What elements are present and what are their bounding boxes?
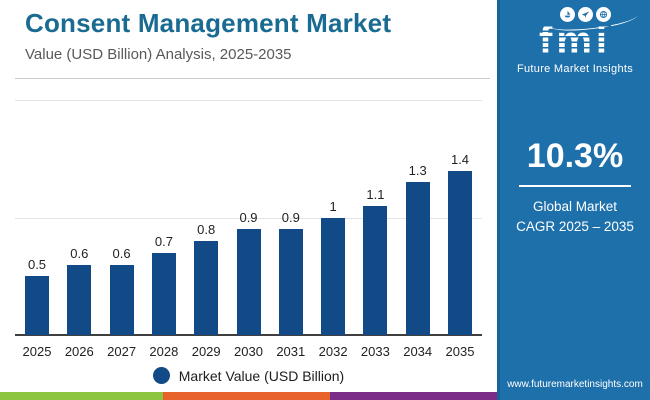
bar-2025: 0.5: [25, 257, 49, 335]
footer-strip-green: [0, 392, 163, 400]
boat-icon: [560, 7, 575, 22]
stat-label-line1: Global Market: [532, 199, 618, 214]
x-tick-2030: 2030: [234, 344, 263, 359]
bar-value-label-2031: 0.9: [281, 210, 300, 226]
cagr-value: 10.3%: [526, 137, 624, 175]
bar-value-label-2034: 1.3: [408, 163, 427, 179]
logo-wordmark: fmi: [539, 19, 611, 63]
footer-strip: [0, 392, 497, 400]
x-tick-2031: 2031: [276, 344, 306, 359]
bar-value-label-2026: 0.6: [70, 245, 89, 261]
bar-2032: 1: [321, 199, 346, 335]
stat-label-line2: CAGR 2025 – 2035: [516, 219, 634, 235]
stat-label: Global Market CAGR 2025 – 2035: [500, 197, 650, 238]
chart-legend: Market Value (USD Billion): [15, 367, 482, 384]
cagr-stat: 10.3% Global Market CAGR 2025 – 2035: [500, 137, 650, 238]
bar-value-label-2033: 1.1: [366, 186, 385, 202]
bar-chart: 0.5 2025 0.6 2026 0.6 2027 0.7 2028 0.8 2029 0.9 20…: [15, 100, 482, 359]
x-tick-2035: 2035: [445, 344, 475, 359]
brand-sidebar: fmi Future Market Insights 10.3% Global …: [497, 0, 650, 400]
bar-2031: 0.9: [278, 210, 303, 335]
page-title: Consent Management Market: [25, 8, 392, 38]
header-divider: [15, 78, 490, 79]
x-tick-2034: 2034: [403, 344, 433, 359]
x-tick-2026: 2026: [64, 344, 94, 359]
header: Consent Management Market Value (USD Bil…: [25, 8, 391, 63]
bar-2027: 0.6: [109, 246, 134, 335]
bar-value-label-2032: 1: [329, 198, 337, 214]
page-subtitle: Value (USD Billion) Analysis, 2025-2035: [25, 46, 292, 63]
bar-2035: 1.4: [448, 152, 472, 335]
bar-2034: 1.3: [405, 163, 430, 335]
x-axis-line: [15, 334, 482, 336]
bar-2029: 0.8: [194, 222, 219, 335]
logo-tagline: Future Market Insights: [516, 63, 634, 75]
gridline-2: [15, 100, 482, 101]
legend-circle-marker: [152, 367, 170, 384]
bar-2033: 1.1: [363, 187, 388, 335]
x-tick-2027: 2027: [107, 344, 137, 359]
footer-strip-orange: [163, 392, 330, 400]
plane-icon: [578, 7, 593, 22]
bar-value-label-2030: 0.9: [239, 210, 258, 226]
x-tick-2032: 2032: [318, 344, 348, 359]
bar-value-label-2027: 0.6: [112, 245, 131, 261]
x-tick-2033: 2033: [360, 344, 390, 359]
legend-label: Market Value (USD Billion): [178, 367, 345, 384]
bar-value-label-2035: 1.4: [450, 151, 470, 167]
bar-value-label-2025: 0.5: [27, 257, 47, 273]
bar-2028: 0.7: [151, 234, 176, 335]
x-tick-2028: 2028: [149, 344, 179, 359]
gridline-1: [15, 217, 482, 219]
bar-2030: 0.9: [236, 210, 261, 335]
x-tick-2029: 2029: [191, 344, 221, 359]
bar-2026: 0.6: [67, 246, 92, 335]
footer-strip-purple: [330, 392, 497, 400]
x-tick-2025: 2025: [22, 344, 52, 359]
fmi-logo: fmi Future Market Insights: [500, 4, 650, 75]
stat-divider: [519, 185, 631, 187]
globe-icon: [596, 7, 611, 22]
website-url: www.futuremarketinsights.com: [507, 379, 643, 390]
logo-badges: [560, 7, 611, 22]
bar-value-label-2028: 0.7: [154, 233, 173, 249]
bar-value-label-2029: 0.8: [197, 222, 216, 237]
